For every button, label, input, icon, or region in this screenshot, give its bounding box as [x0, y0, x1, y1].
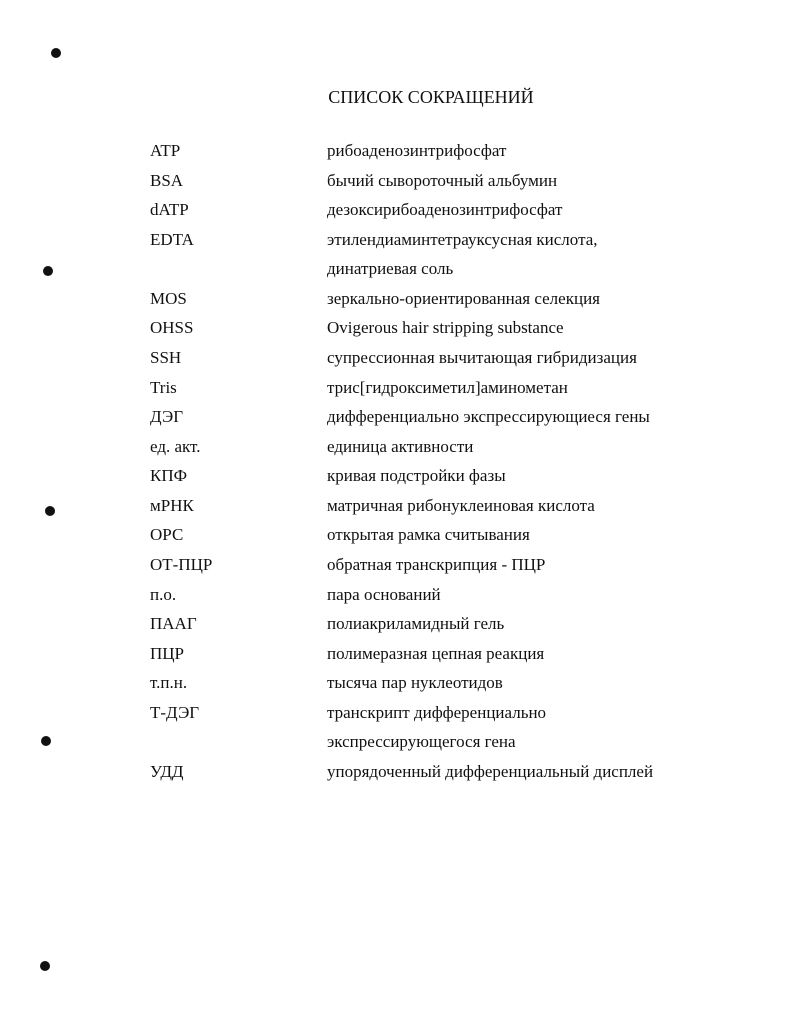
abbreviation: SSH [150, 347, 182, 367]
abbreviation: EDTA [150, 229, 194, 249]
definition: экспрессирующегося гена [327, 732, 516, 752]
definition: обратная транскрипция - ПЦР [327, 554, 546, 574]
definition: трис[гидроксиметил]аминометан [327, 377, 568, 397]
definition: бычий сывороточный альбумин [327, 170, 558, 190]
abbreviation: УДД [150, 761, 184, 781]
punch-hole [43, 266, 53, 276]
abbreviation: ОТ-ПЦР [150, 554, 213, 574]
definition: этилендиаминтетрауксусная кислота, [327, 229, 598, 249]
abbreviation: ПААГ [150, 614, 197, 634]
abbreviation: BSA [150, 170, 184, 190]
abbreviation: КПФ [150, 466, 188, 486]
punch-hole [45, 506, 55, 516]
abbreviation: Т-ДЭГ [150, 702, 200, 722]
abbreviation: мРНК [150, 495, 194, 515]
definition: матричная рибонуклеиновая кислота [327, 495, 595, 515]
definition: дезоксирибоаденозинтрифосфат [327, 200, 563, 220]
definition: транскрипт дифференциально [327, 702, 547, 722]
definition: Ovigerous hair stripping substance [327, 318, 564, 338]
abbreviation: Tris [150, 377, 177, 397]
abbreviation: т.п.н. [150, 673, 188, 693]
definition: динатриевая соль [327, 259, 454, 279]
definition: пара оснований [327, 584, 441, 604]
definition: открытая рамка считывания [327, 525, 530, 545]
abbreviation: ОРС [150, 525, 184, 545]
definition: упорядоченный дифференциальный дисплей [327, 761, 654, 781]
definition: супрессионная вычитающая гибридизация [327, 347, 637, 367]
definition: кривая подстройки фазы [327, 466, 506, 486]
definition: дифференциально экспрессирующиеся гены [327, 407, 650, 427]
punch-hole [51, 48, 61, 58]
page-title: СПИСОК СОКРАЩЕНИЙ [328, 87, 534, 107]
definition: рибоаденозинтрифосфат [327, 141, 507, 160]
definition: единица активности [327, 436, 474, 456]
abbreviation: ПЦР [150, 643, 185, 663]
punch-hole [40, 961, 50, 971]
definition: тысяча пар нуклеотидов [327, 673, 503, 693]
punch-hole [41, 736, 51, 746]
definition: полиакриламидный гель [327, 614, 505, 634]
abbreviation: MOS [150, 288, 187, 308]
abbreviation: dATP [150, 200, 189, 220]
abbreviation: ед. акт. [150, 436, 201, 456]
abbreviation: ДЭГ [150, 407, 184, 427]
abbreviation: п.о. [150, 584, 177, 604]
definition: зеркально-ориентированная селекция [327, 288, 600, 308]
definition: полимеразная цепная реакция [327, 643, 545, 663]
abbreviation: ATP [150, 141, 181, 160]
abbreviation: OHSS [150, 318, 194, 338]
